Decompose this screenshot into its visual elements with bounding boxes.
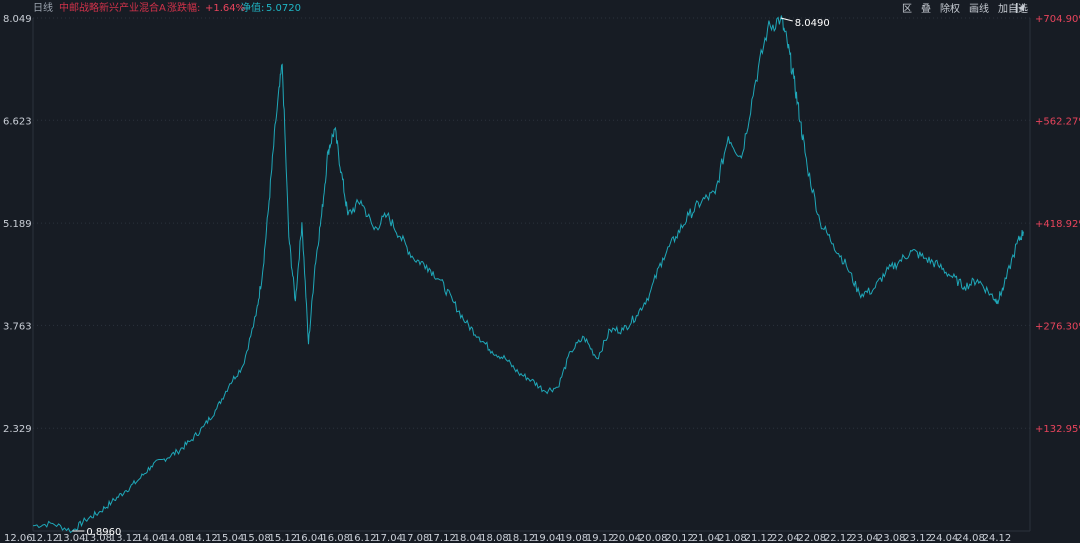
x-tick-label: 18.08 — [480, 533, 509, 543]
y-tick-label-left: 5.189 — [3, 219, 32, 230]
y-tick-label-left: 3.763 — [3, 321, 32, 332]
nav-value: 5.0720 — [266, 3, 301, 14]
back-arrow-icon[interactable] — [1016, 3, 1026, 13]
y-tick-label-left: 6.623 — [3, 116, 32, 127]
draw-line-button[interactable]: 画线 — [969, 4, 989, 15]
chart-header: 日线 中邮战略新兴产业混合A 涨跌幅: +1.64% 净值: 5.0720 — [0, 0, 1080, 17]
interval-select-button[interactable]: 区 — [902, 4, 912, 15]
x-tick-label: 16.12 — [348, 533, 377, 543]
x-tick-label: 24.04 — [930, 533, 959, 543]
annotation-label: 0.8960 — [86, 527, 121, 538]
x-tick-label: 14.08 — [163, 533, 192, 543]
x-tick-label: 23.12 — [903, 533, 932, 543]
x-tick-label: 14.12 — [189, 533, 218, 543]
x-tick-label: 22.12 — [824, 533, 853, 543]
x-tick-label: 20.12 — [665, 533, 694, 543]
x-tick-label: 20.04 — [612, 533, 641, 543]
x-tick-label: 17.08 — [401, 533, 430, 543]
y-tick-label-right: +562.27% — [1035, 116, 1080, 127]
x-tick-label: 23.08 — [877, 533, 906, 543]
x-tick-label: 13.04 — [57, 533, 86, 543]
x-tick-label: 15.04 — [216, 533, 245, 543]
x-tick-label: 13.12 — [110, 533, 139, 543]
x-tick-label: 23.04 — [850, 533, 879, 543]
overlay-button[interactable]: 叠 — [921, 4, 931, 15]
ex-rights-button[interactable]: 除权 — [940, 4, 960, 15]
x-tick-label: 24.12 — [983, 533, 1012, 543]
x-tick-label: 16.08 — [321, 533, 350, 543]
annotation-leader — [780, 17, 793, 22]
y-tick-label-right: +704.90% — [1035, 14, 1080, 25]
x-tick-label: 19.08 — [559, 533, 588, 543]
nav-series-line — [32, 15, 1024, 534]
y-tick-label-right: +276.30% — [1035, 321, 1080, 332]
chart-toolbar: 区 叠 除权 画线 加自选 — [902, 0, 1028, 17]
y-tick-label-right: +132.95% — [1035, 424, 1080, 435]
annotation-label: 8.0490 — [795, 18, 830, 29]
x-tick-label: 19.12 — [586, 533, 615, 543]
x-tick-label: 18.04 — [454, 533, 483, 543]
fund-name: 中邮战略新兴产业混合A — [59, 3, 166, 14]
x-tick-label: 14.04 — [136, 533, 165, 543]
x-tick-label: 15.12 — [269, 533, 298, 543]
x-tick-label: 13.08 — [83, 533, 112, 543]
x-tick-label: 18.12 — [507, 533, 536, 543]
x-tick-label: 21.12 — [745, 533, 774, 543]
x-tick-label: 22.08 — [798, 533, 827, 543]
y-tick-label-left: 8.049 — [3, 14, 32, 25]
x-tick-label: 17.12 — [427, 533, 456, 543]
change-label: 涨跌幅: — [167, 3, 201, 14]
x-tick-label: 19.04 — [533, 533, 562, 543]
x-tick-label: 17.04 — [374, 533, 403, 543]
x-tick-label: 12.06 — [4, 533, 33, 543]
nav-label: 净值: — [241, 3, 265, 14]
add-watchlist-button[interactable]: 加自选 — [998, 4, 1028, 15]
x-tick-label: 21.04 — [692, 533, 721, 543]
x-tick-label: 20.08 — [639, 533, 668, 543]
period-label[interactable]: 日线 — [33, 3, 53, 14]
change-value: +1.64% — [205, 3, 246, 14]
y-tick-label-right: +418.92% — [1035, 219, 1080, 230]
x-tick-label: 12.12 — [30, 533, 59, 543]
x-tick-label: 16.04 — [295, 533, 324, 543]
y-tick-label-left: 2.329 — [3, 424, 32, 435]
x-tick-label: 15.08 — [242, 533, 271, 543]
x-tick-label: 21.08 — [718, 533, 747, 543]
x-tick-label: 22.04 — [771, 533, 800, 543]
x-tick-label: 24.08 — [956, 533, 985, 543]
